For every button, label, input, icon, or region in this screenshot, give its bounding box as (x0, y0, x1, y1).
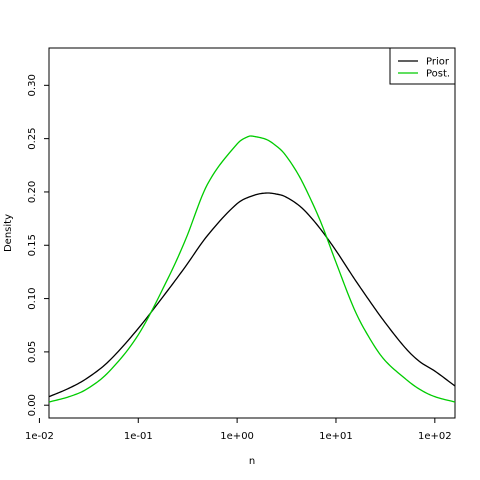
y-tick-label: 0.00 (27, 394, 38, 416)
y-tick-label: 0.25 (27, 128, 38, 150)
x-tick-label: 1e+01 (319, 431, 353, 442)
y-tick-label: 0.15 (27, 234, 38, 256)
x-tick-label: 1e-01 (124, 431, 153, 442)
y-tick-label: 0.10 (27, 287, 38, 309)
series-line-prior (48, 192, 456, 398)
x-axis: 1e-02 1e-01 1e+00 1e+01 1e+02 (25, 418, 452, 442)
y-axis-label: Density (3, 214, 14, 252)
x-tick-label: 1e+00 (220, 431, 254, 442)
x-tick-label: 1e-02 (25, 431, 54, 442)
series-lines (48, 135, 456, 403)
legend: Prior Post. (389, 47, 456, 85)
y-tick-label: 0.05 (27, 341, 38, 363)
x-tick-label: 1e+02 (418, 431, 452, 442)
legend-box (389, 47, 456, 85)
x-axis-label: n (249, 456, 255, 467)
y-axis: 0.00 0.05 0.10 0.15 0.20 0.25 0.30 (27, 74, 49, 416)
legend-label-post: Post. (426, 69, 450, 80)
y-tick-label: 0.30 (27, 74, 38, 96)
y-tick-label: 0.20 (27, 181, 38, 203)
series-line-post (48, 135, 456, 403)
plot-frame (48, 47, 456, 419)
legend-label-prior: Prior (426, 57, 450, 68)
